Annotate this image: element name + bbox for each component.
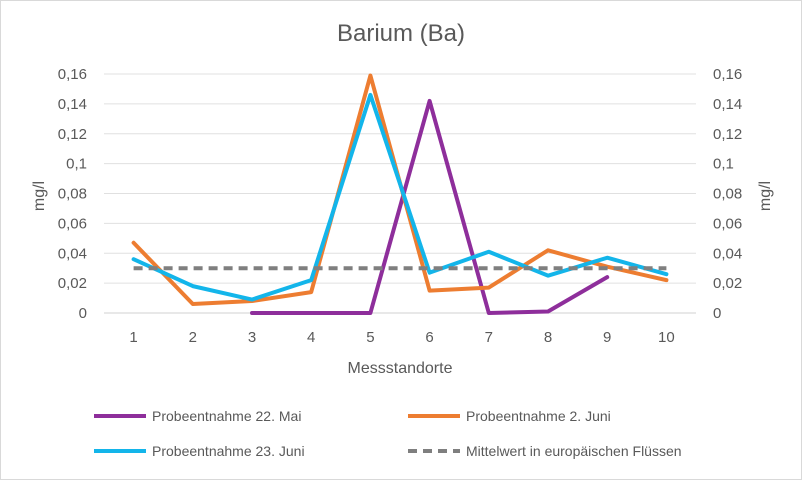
x-tick-label: 6 xyxy=(425,329,433,346)
legend-label: Probeentnahme 23. Juni xyxy=(152,443,305,459)
x-tick-label: 2 xyxy=(189,329,197,346)
x-axis: 1 2 3 4 5 6 7 8 9 10 xyxy=(129,329,674,346)
legend-label: Mittelwert in europäischen Flüssen xyxy=(466,443,682,459)
y-tick-label-left: 0,06 xyxy=(58,215,87,232)
legend: Probeentnahme 22. Mai Probeentnahme 2. Ju… xyxy=(94,408,682,459)
legend-label: Probeentnahme 2. Juni xyxy=(466,408,611,424)
x-axis-label: Messstandorte xyxy=(348,360,453,377)
y-axis-left: 0 0,02 0,04 0,06 0,08 0,1 0,12 0,14 0,16 xyxy=(58,66,87,322)
y-tick-label-right: 0,1 xyxy=(713,156,734,173)
y-tick-label-left: 0,14 xyxy=(58,96,87,113)
y-axis-label-right: mg/l xyxy=(757,181,774,211)
legend-label: Probeentnahme 22. Mai xyxy=(152,408,301,424)
y-tick-label-right: 0,16 xyxy=(713,66,742,83)
x-tick-label: 3 xyxy=(248,329,256,346)
y-tick-label-right: 0,04 xyxy=(713,245,742,262)
y-tick-label-left: 0,02 xyxy=(58,275,87,292)
x-tick-label: 1 xyxy=(129,329,137,346)
y-tick-label-left: 0,04 xyxy=(58,245,87,262)
y-tick-label-right: 0,14 xyxy=(713,96,742,113)
y-tick-label-right: 0,12 xyxy=(713,126,742,143)
chart-title: Barium (Ba) xyxy=(337,20,465,47)
series-line-1 xyxy=(250,98,610,315)
x-tick-label: 8 xyxy=(544,329,552,346)
y-axis-right: 0 0,02 0,04 0,06 0,08 0,1 0,12 0,14 0,16 xyxy=(713,66,742,322)
y-tick-label-left: 0,12 xyxy=(58,126,87,143)
y-tick-label-left: 0 xyxy=(79,305,87,322)
y-tick-label-right: 0,06 xyxy=(713,215,742,232)
y-tick-label-left: 0,1 xyxy=(66,156,87,173)
series-lines xyxy=(131,73,669,315)
y-axis-label-left: mg/l xyxy=(31,181,48,211)
y-tick-label-right: 0,02 xyxy=(713,275,742,292)
y-tick-label-left: 0,16 xyxy=(58,66,87,83)
y-tick-label-right: 0 xyxy=(713,305,721,322)
x-tick-label: 4 xyxy=(307,329,315,346)
x-tick-label: 7 xyxy=(485,329,493,346)
x-tick-label: 10 xyxy=(658,329,675,346)
y-tick-label-right: 0,08 xyxy=(713,186,742,203)
y-tick-label-left: 0,08 xyxy=(58,186,87,203)
x-tick-label: 5 xyxy=(366,329,374,346)
x-tick-label: 9 xyxy=(603,329,611,346)
